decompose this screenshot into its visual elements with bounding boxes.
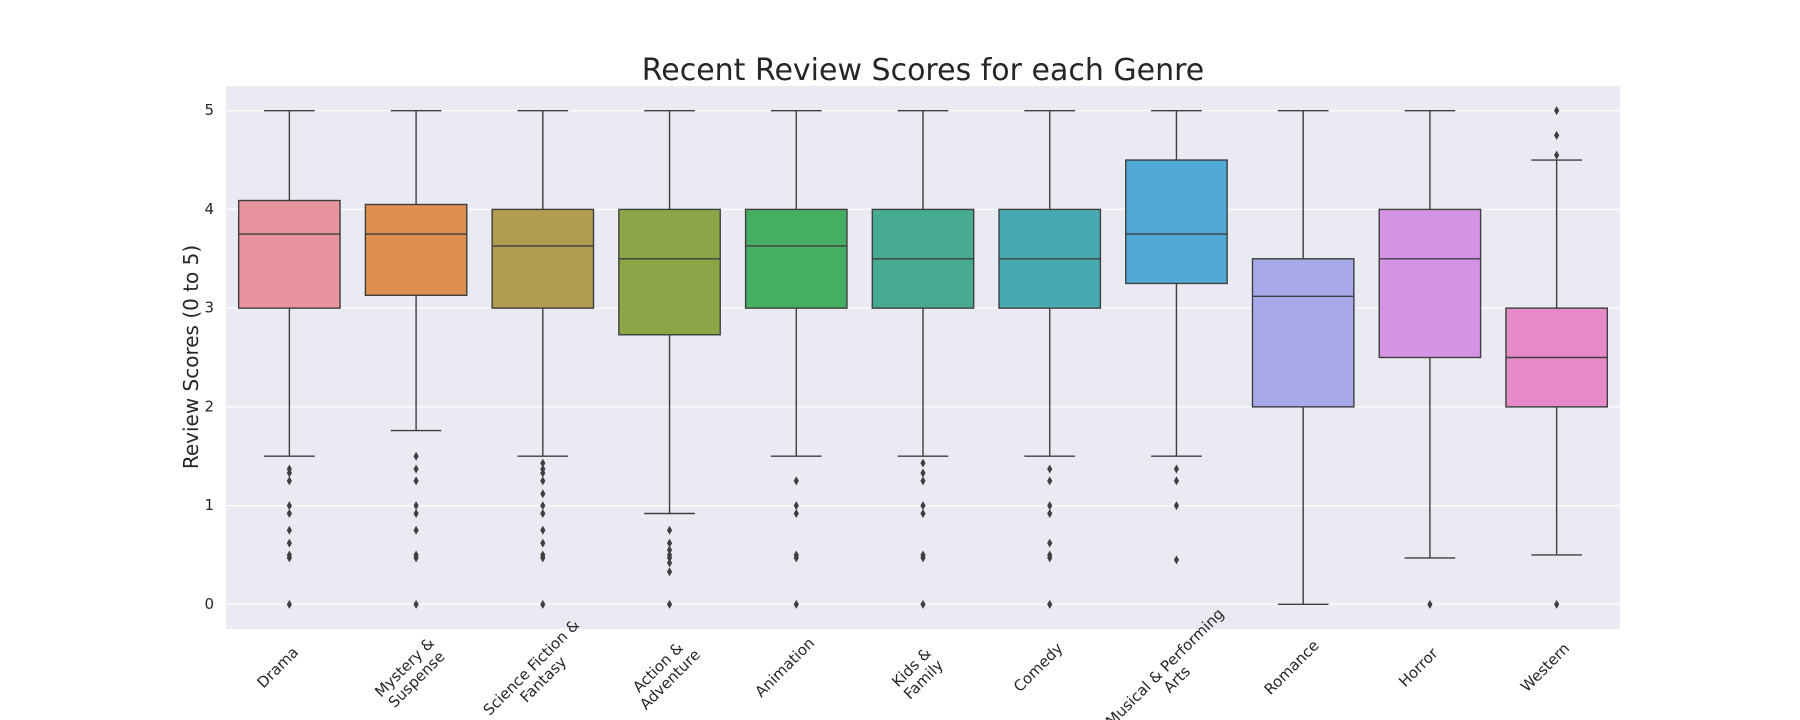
outlier xyxy=(666,567,673,577)
outlier xyxy=(540,458,546,468)
y-axis-label: Review Scores (0 to 5) xyxy=(179,245,203,469)
y-tick-label: 5 xyxy=(204,101,214,119)
outlier xyxy=(1047,599,1053,609)
outlier xyxy=(920,476,926,486)
outlier xyxy=(286,538,292,548)
outlier xyxy=(1047,550,1053,560)
outlier xyxy=(1047,501,1053,511)
x-tick-label: Drama xyxy=(254,643,303,692)
y-tick-label: 0 xyxy=(204,595,214,613)
box xyxy=(1125,159,1228,285)
outlier xyxy=(1554,106,1560,116)
outlier xyxy=(666,525,673,535)
outlier xyxy=(1427,599,1433,609)
outlier xyxy=(286,550,292,560)
outlier xyxy=(666,558,673,568)
outlier xyxy=(920,508,926,518)
outlier xyxy=(666,550,673,560)
y-tick-label: 1 xyxy=(204,496,214,514)
outlier xyxy=(1173,555,1180,565)
outlier xyxy=(413,451,419,461)
outlier xyxy=(1554,130,1560,140)
outlier xyxy=(1047,508,1053,518)
outlier xyxy=(1173,476,1180,486)
box xyxy=(1251,258,1355,408)
box xyxy=(491,208,595,309)
outlier xyxy=(413,476,419,486)
outlier xyxy=(413,501,419,511)
x-tick-label: Action &Adventure xyxy=(624,634,704,714)
outlier xyxy=(793,476,799,486)
outlier xyxy=(666,599,673,609)
x-tick-label: Horror xyxy=(1395,644,1442,691)
outlier xyxy=(540,508,546,518)
chart-title: Recent Review Scores for each Genre xyxy=(642,53,1205,88)
y-tick-label: 4 xyxy=(204,200,214,218)
outlier xyxy=(1047,464,1053,474)
outlier xyxy=(1554,599,1560,609)
outlier xyxy=(540,599,546,609)
outlier xyxy=(413,464,419,474)
outlier xyxy=(540,489,546,499)
outlier xyxy=(540,501,546,511)
outlier xyxy=(666,545,673,555)
outlier xyxy=(540,525,546,535)
outlier xyxy=(413,508,419,518)
outlier xyxy=(1554,150,1560,160)
outlier xyxy=(413,525,419,535)
outlier xyxy=(1173,501,1180,511)
box xyxy=(237,199,341,309)
outlier xyxy=(793,550,799,560)
outlier xyxy=(286,525,292,535)
outlier xyxy=(793,599,799,609)
outlier xyxy=(540,476,546,486)
y-tick-label: 3 xyxy=(204,299,214,317)
outlier xyxy=(920,468,926,478)
outlier xyxy=(793,508,799,518)
x-tick-label: Romance xyxy=(1261,636,1323,698)
x-tick-label: Western xyxy=(1517,639,1573,695)
outlier xyxy=(286,508,292,518)
x-tick-label: Animation xyxy=(751,634,818,701)
outlier xyxy=(413,550,419,560)
outlier xyxy=(920,550,926,560)
box xyxy=(1378,208,1482,359)
outlier xyxy=(540,550,546,560)
x-tick-label: Mystery &Suspense xyxy=(371,634,450,713)
outlier xyxy=(1173,464,1180,474)
box xyxy=(364,203,468,297)
outlier xyxy=(286,599,292,609)
outlier xyxy=(793,501,799,511)
x-tick-label: Kids &Family xyxy=(888,644,947,703)
outlier xyxy=(286,464,292,474)
outlier xyxy=(286,501,292,511)
outlier xyxy=(286,476,292,486)
outlier xyxy=(540,538,546,548)
outlier xyxy=(920,501,926,511)
outlier xyxy=(666,538,673,548)
box xyxy=(744,208,848,309)
x-tick-label: Science Fiction &Fantasy xyxy=(480,616,596,720)
box xyxy=(618,208,721,336)
y-tick-label: 2 xyxy=(204,397,214,415)
outlier xyxy=(920,458,926,468)
x-tick-label: Comedy xyxy=(1010,639,1067,696)
outlier xyxy=(1047,476,1053,486)
outlier xyxy=(1047,538,1053,548)
outlier xyxy=(920,599,926,609)
outlier xyxy=(413,599,419,609)
outlier xyxy=(540,464,546,474)
